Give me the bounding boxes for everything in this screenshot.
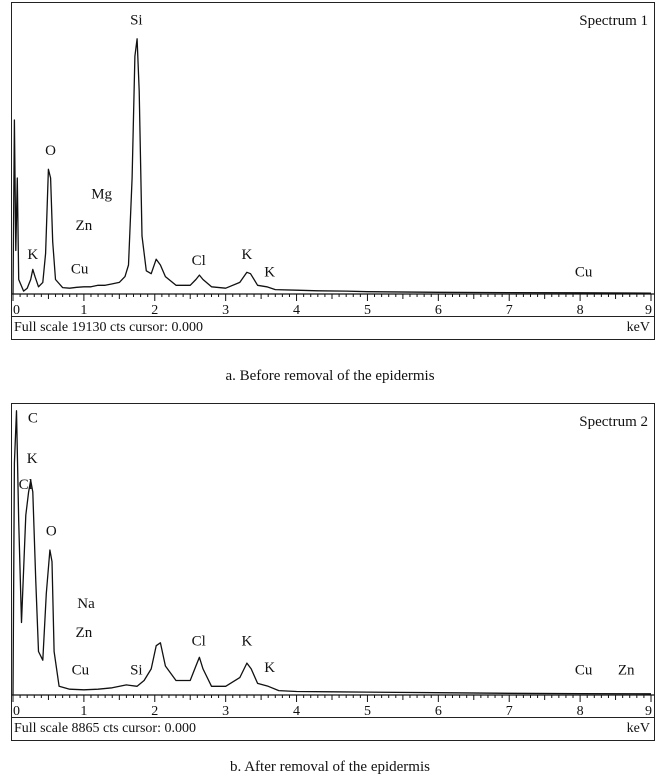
x-tick-label: 4 [293, 303, 300, 317]
status-bar: Full scale 19130 cts cursor: 0.000 keV [12, 316, 654, 339]
x-tick-label: 0 [13, 303, 20, 317]
x-tick-label: 1 [80, 303, 87, 317]
x-axis-unit: keV [626, 320, 650, 335]
peak-label: C [28, 410, 38, 426]
peak-label: Mg [91, 186, 112, 202]
peak-label: Zn [76, 218, 93, 234]
x-tick-label: 2 [151, 704, 158, 718]
x-tick-label: 5 [364, 704, 371, 718]
peak-label: Zn [618, 663, 635, 679]
peak-label: K [264, 660, 275, 676]
x-tick-label: 8 [577, 303, 584, 317]
peak-label: Zn [76, 625, 93, 641]
peak-label: Cl [19, 477, 33, 493]
status-bar: Full scale 8865 cts cursor: 0.000 keV [12, 717, 654, 740]
x-tick-label: 7 [506, 704, 513, 718]
spectrum-panel-1: 0 1 2 3 4 5 6 7 8 9 Si O Mg Zn K Cu Cl K K Cu Spectrum 1 Fu… [11, 2, 655, 340]
x-tick-label: 1 [80, 704, 87, 718]
x-tick-label: 9 [645, 303, 652, 317]
peak-label: O [45, 143, 56, 159]
x-tick-label: 3 [222, 303, 229, 317]
x-tick-label: 6 [435, 303, 442, 317]
peak-label: Cu [575, 265, 593, 281]
spectrum-title: Spectrum 2 [579, 414, 648, 430]
x-tick-label: 6 [435, 704, 442, 718]
peak-label: K [27, 451, 38, 467]
peak-label: Si [130, 663, 143, 679]
spectrum-trace [12, 38, 652, 295]
peak-label: Si [130, 12, 143, 28]
x-tick-label: 7 [506, 303, 513, 317]
peak-label: O [46, 524, 57, 540]
peak-label: K [242, 247, 253, 263]
full-scale-readout: Full scale 8865 cts cursor: 0.000 [14, 721, 196, 736]
peak-label: K [264, 265, 275, 281]
x-tick-label: 3 [222, 704, 229, 718]
peak-label: Na [77, 596, 95, 612]
figure-caption-b: b. After removal of the epidermis [230, 759, 430, 775]
full-scale-readout: Full scale 19130 cts cursor: 0.000 [14, 320, 203, 335]
x-tick-label: 5 [364, 303, 371, 317]
spectrum-panel-2: 0 1 2 3 4 5 6 7 8 9 C K Cl O Na Zn Cu Si Cl K K Cu Zn Spectrum… [11, 403, 655, 741]
peak-label: Cl [192, 253, 206, 269]
peak-label: Cu [72, 663, 90, 679]
peak-label: Cu [71, 262, 89, 278]
peak-label: Cl [192, 634, 206, 650]
x-tick-label: 2 [151, 303, 158, 317]
spectrum-trace [12, 410, 652, 696]
x-tick-label: 9 [645, 704, 652, 718]
x-tick-label: 8 [577, 704, 584, 718]
spectrum-title: Spectrum 1 [579, 13, 648, 29]
peak-label: K [27, 247, 38, 263]
peak-label: K [242, 634, 253, 650]
figure-caption-a: a. Before removal of the epidermis [225, 368, 435, 384]
x-tick-label: 4 [293, 704, 300, 718]
x-axis-unit: keV [626, 721, 650, 736]
peak-label: Cu [575, 663, 593, 679]
x-tick-label: 0 [13, 704, 20, 718]
